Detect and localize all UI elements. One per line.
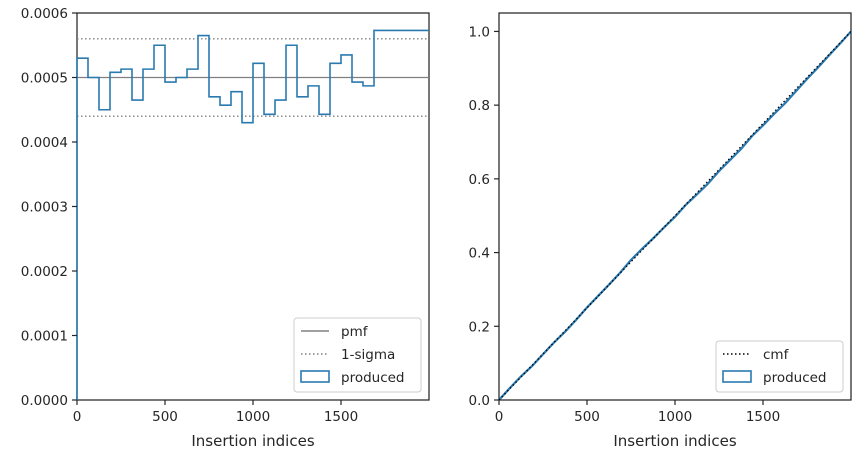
produced-step-series	[76, 29, 429, 400]
right-plot-area	[498, 30, 852, 401]
legend-produced-label: produced	[341, 370, 405, 386]
x-tick-label: 500	[574, 409, 600, 425]
y-tick-label: 0.0005	[21, 71, 68, 87]
right-legend: cmf produced	[715, 340, 844, 393]
cmf-chart: 0 500 1000 1500 0.0 0.2 0.4 0.6 0.8 1.0 Insertion…	[469, 12, 852, 450]
x-tick-label: 0	[495, 409, 504, 425]
y-tick-label: 0.0006	[21, 6, 68, 22]
right-x-axis-label: Insertion indices	[613, 432, 736, 450]
x-tick-label: 1500	[746, 409, 780, 425]
y-tick-label: 0.0004	[21, 135, 68, 151]
left-x-axis-label: Insertion indices	[191, 432, 314, 450]
x-tick-label: 1000	[658, 409, 692, 425]
legend-produced-swatch	[300, 370, 330, 383]
y-tick-label: 0.6	[469, 172, 490, 188]
legend-cmf-label: cmf	[763, 347, 790, 363]
x-tick-label: 1000	[236, 409, 270, 425]
legend-pmf-label: pmf	[341, 324, 369, 340]
y-tick-label: 0.2	[469, 319, 490, 335]
y-tick-label: 0.0002	[21, 264, 68, 280]
x-tick-label: 500	[152, 409, 178, 425]
right-axis-ticks: 0 500 1000 1500 0.0 0.2 0.4 0.6 0.8 1.0	[469, 24, 781, 425]
x-tick-label: 1500	[324, 409, 358, 425]
legend-produced-swatch-right	[722, 370, 752, 383]
legend-sigma-label: 1-sigma	[341, 347, 395, 363]
y-tick-label: 0.8	[469, 98, 490, 114]
legend-produced-label-right: produced	[763, 370, 827, 386]
y-tick-label: 0.0003	[21, 200, 68, 216]
pmf-histogram-chart: 0 500 1000 1500 0.0000 0.0001 0.0002 0.0003 0.00…	[21, 6, 430, 450]
cmf-line	[498, 30, 852, 401]
y-tick-label: 0.0001	[21, 329, 68, 345]
x-tick-label: 0	[73, 409, 82, 425]
y-tick-label: 0.4	[469, 246, 490, 262]
y-tick-label: 0.0	[469, 393, 490, 409]
left-plot-area	[76, 29, 429, 400]
y-tick-label: 1.0	[469, 24, 490, 40]
left-legend-box	[293, 317, 422, 393]
left-axis-ticks: 0 500 1000 1500 0.0000 0.0001 0.0002 0.0003 0.00…	[21, 6, 358, 425]
left-legend: pmf 1-sigma produced	[293, 317, 422, 393]
y-tick-label: 0.0000	[21, 393, 68, 409]
